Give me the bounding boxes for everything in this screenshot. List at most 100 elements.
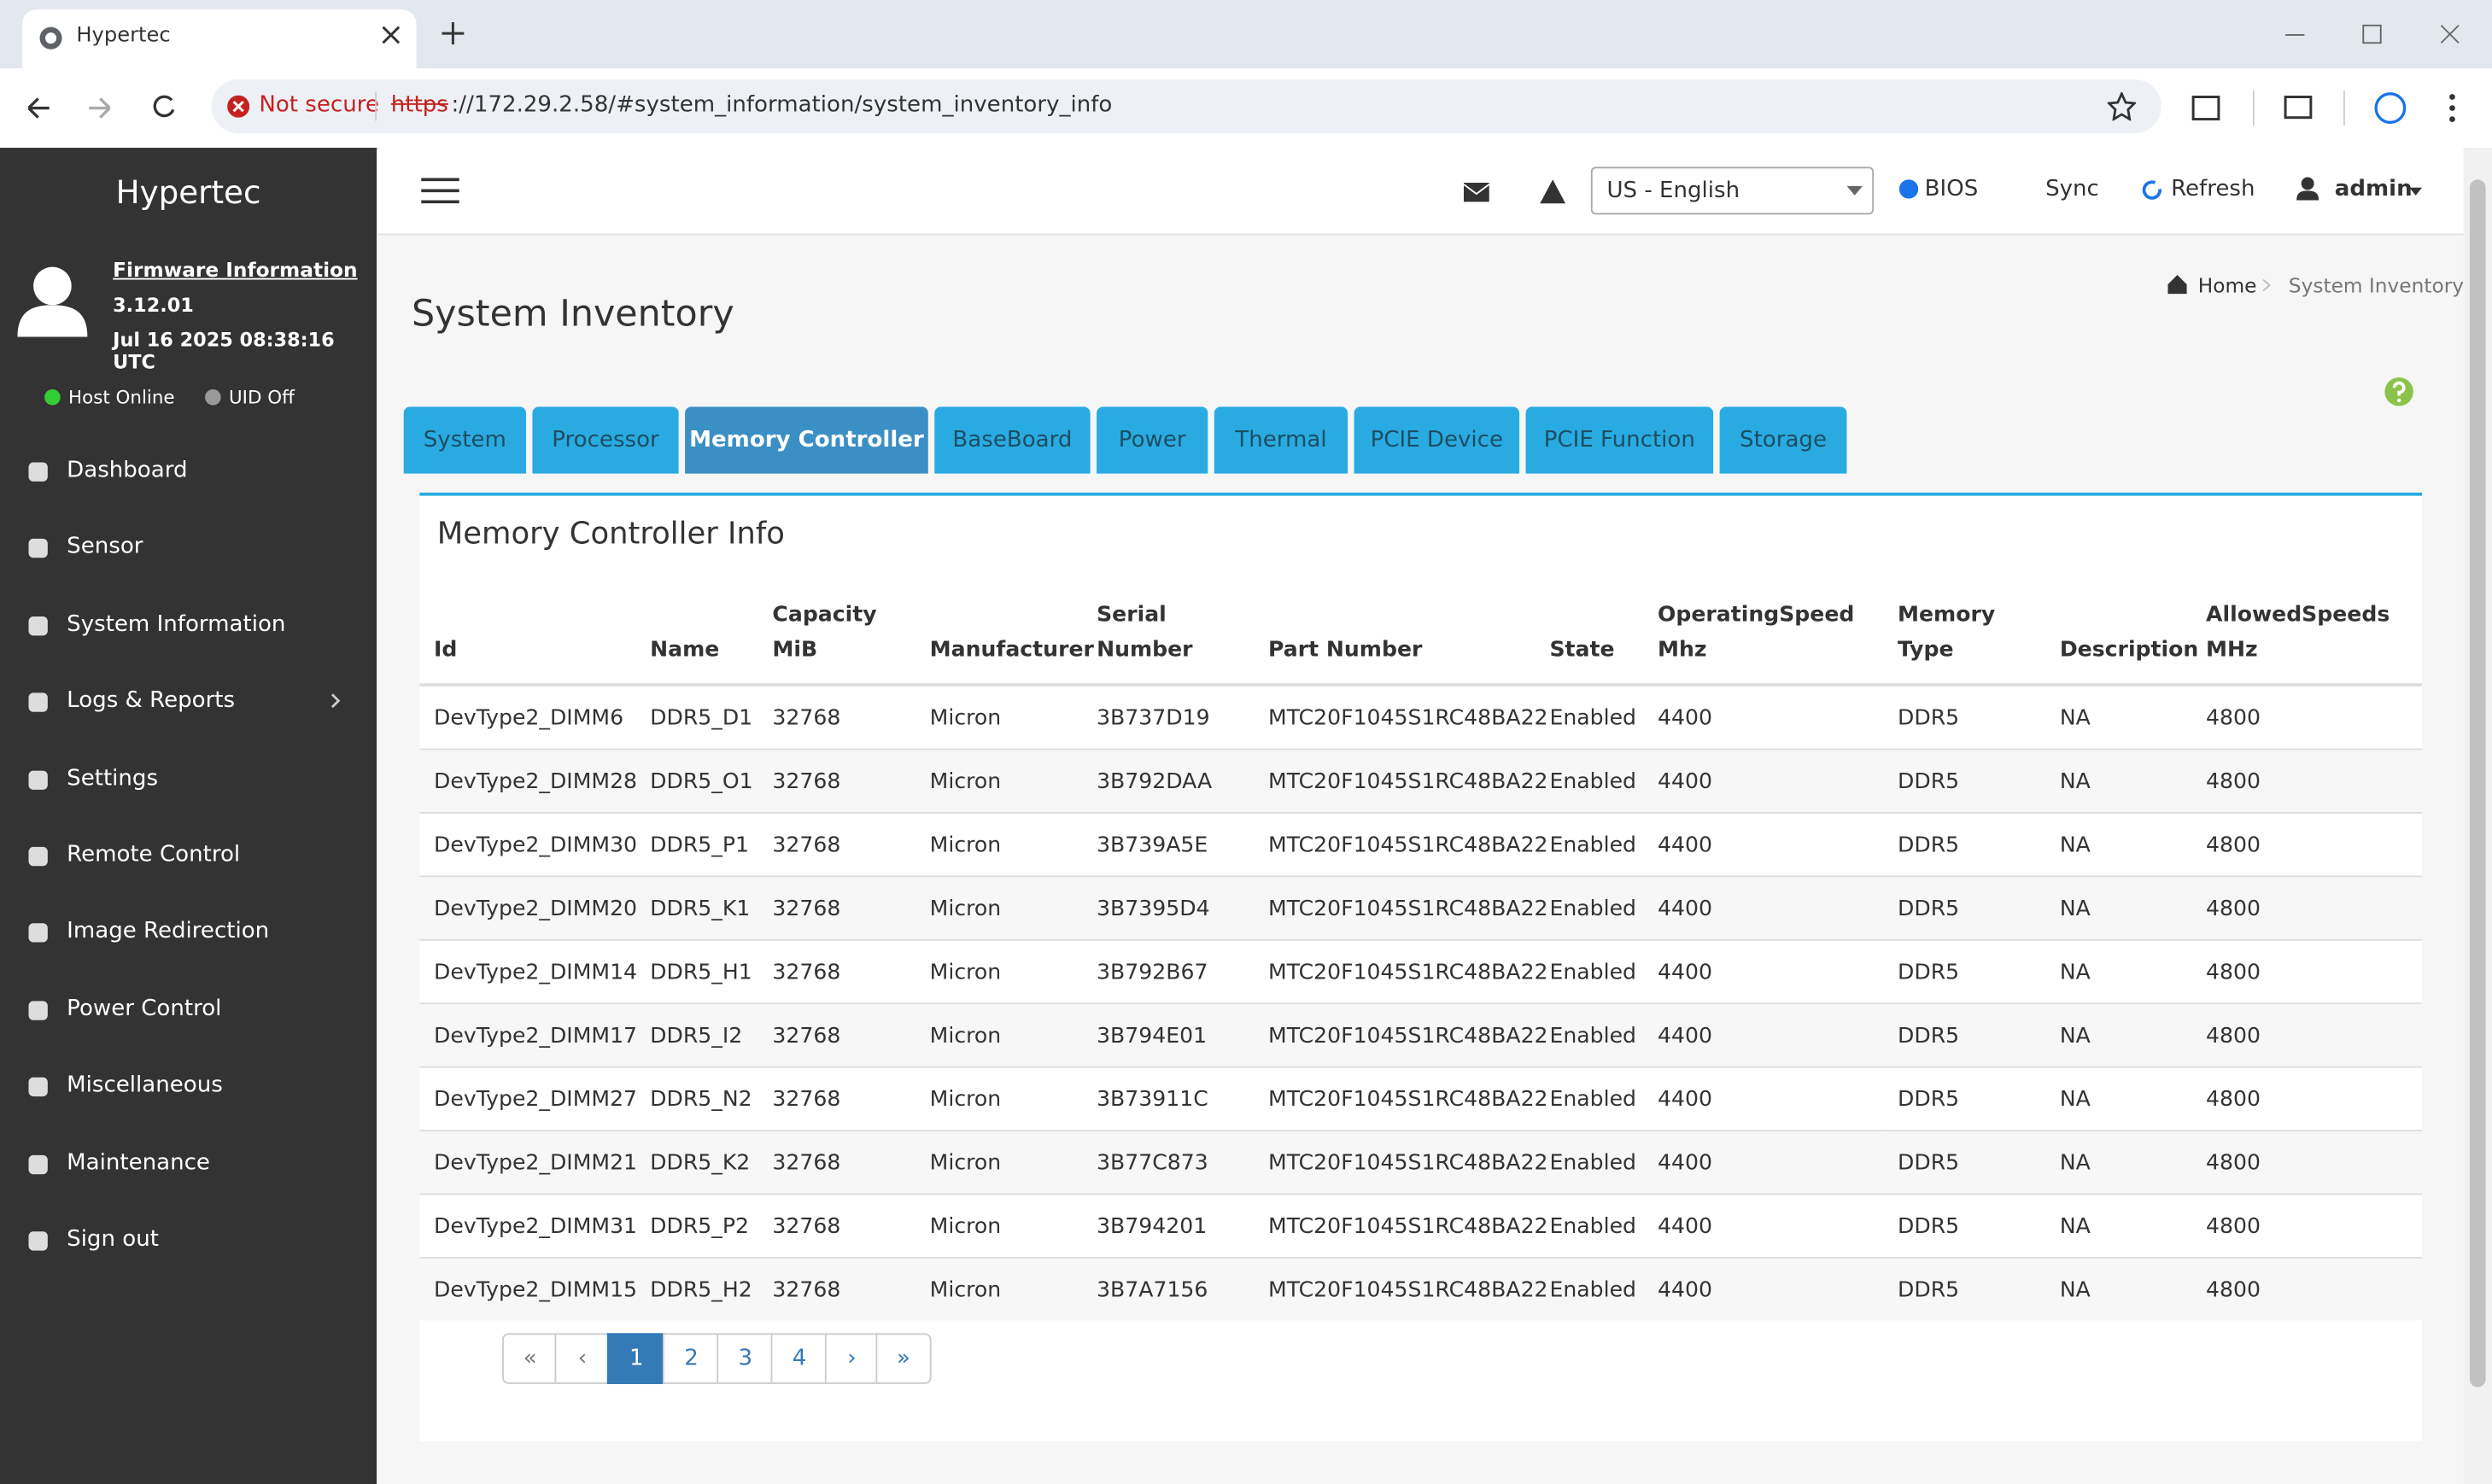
firmware-link[interactable]: Firmware Information — [113, 257, 357, 281]
table-cell: MTC20F1045S1RC48BA22 — [1254, 1131, 1535, 1194]
table-cell: DDR5_K2 — [635, 1131, 758, 1194]
language-select[interactable]: US - English — [1591, 167, 1874, 214]
tab[interactable]: PCIE Function — [1526, 406, 1714, 473]
menu-item[interactable]: System Information — [0, 587, 377, 663]
breadcrumb-home[interactable]: Home — [2198, 273, 2257, 297]
tab[interactable]: Processor — [532, 406, 678, 473]
table-cell: NA — [2045, 1131, 2191, 1194]
table-cell: 32768 — [758, 1131, 915, 1194]
table-cell: DevType2_DIMM14 — [419, 940, 635, 1003]
menu-item[interactable]: Settings — [0, 741, 377, 817]
language-value: US - English — [1606, 178, 1740, 203]
table-cell: 4400 — [1643, 813, 1883, 876]
uid-dot — [205, 389, 221, 406]
refresh-button[interactable]: Refresh — [2171, 177, 2255, 202]
table-cell: Enabled — [1536, 1003, 1644, 1066]
page-button[interactable]: › — [825, 1333, 879, 1384]
menu-icon — [27, 999, 50, 1021]
hamburger[interactable] — [421, 178, 459, 203]
table-cell: 4800 — [2191, 1195, 2422, 1258]
table-cell: Micron — [915, 1258, 1082, 1321]
menu-icon — [27, 1153, 50, 1175]
browser-tab[interactable]: Hypertec — [22, 9, 417, 68]
table-row: DevType2_DIMM31DDR5_P232768Micron3B79420… — [419, 1195, 2422, 1258]
menu-icon — [27, 538, 50, 560]
tab[interactable]: BaseBoard — [934, 406, 1090, 473]
menu-icon — [27, 845, 50, 868]
table-cell: 3B794E01 — [1082, 1003, 1254, 1066]
tab[interactable]: Storage — [1720, 406, 1847, 473]
sidebar: Hypertec Firmware Information 3.12.01 Ju… — [0, 148, 377, 1484]
menu-item[interactable]: Miscellaneous — [0, 1049, 377, 1125]
table-cell: MTC20F1045S1RC48BA22 — [1254, 685, 1535, 749]
menu-item[interactable]: Logs & Reports — [0, 664, 377, 740]
help-icon[interactable] — [2384, 377, 2413, 406]
menu-icon — [27, 922, 50, 944]
sync-button[interactable]: Sync — [2045, 177, 2099, 202]
table-cell: DDR5 — [1883, 1131, 2045, 1194]
page-button[interactable]: 2 — [663, 1333, 720, 1384]
column-header: State — [1536, 591, 1644, 685]
table-cell: Micron — [915, 813, 1082, 876]
submenu-chevron — [331, 693, 342, 710]
table-cell: Enabled — [1536, 1067, 1644, 1131]
table-cell: 4400 — [1643, 876, 1883, 939]
browser-actions[interactable] — [2190, 91, 2470, 126]
table-cell: 4800 — [2191, 876, 2422, 939]
table-row: DevType2_DIMM30DDR5_P132768Micron3B739A5… — [419, 813, 2422, 876]
table-cell: Micron — [915, 1131, 1082, 1194]
breadcrumb-separator — [2261, 278, 2271, 293]
page-button[interactable]: 4 — [771, 1333, 828, 1384]
menu-label: Maintenance — [67, 1150, 210, 1176]
menu-item[interactable]: Sensor — [0, 511, 377, 587]
window-controls[interactable] — [2282, 22, 2463, 48]
page-button[interactable]: 3 — [717, 1333, 774, 1384]
tab[interactable]: PCIE Device — [1354, 406, 1520, 473]
table-cell: DevType2_DIMM31 — [419, 1195, 635, 1258]
bookmark-star[interactable] — [2108, 92, 2136, 120]
table-cell: MTC20F1045S1RC48BA22 — [1254, 940, 1535, 1003]
bios-icon — [1899, 179, 1918, 198]
table-row: DevType2_DIMM6DDR5_D132768Micron3B737D19… — [419, 685, 2422, 749]
column-header: OperatingSpeed Mhz — [1643, 591, 1883, 685]
tab[interactable]: System — [404, 406, 526, 473]
menu-item[interactable]: Power Control — [0, 973, 377, 1049]
table-cell: DDR5 — [1883, 1067, 2045, 1131]
user-icon — [2296, 177, 2319, 201]
page-button[interactable]: ‹ — [554, 1333, 610, 1384]
table-cell: 32768 — [758, 940, 915, 1003]
table-cell: Micron — [915, 749, 1082, 812]
menu-item[interactable]: Dashboard — [0, 434, 377, 510]
favicon — [38, 26, 64, 51]
menu-item[interactable]: Sign out — [0, 1203, 377, 1279]
page-button[interactable]: « — [502, 1333, 558, 1384]
address-bar[interactable]: Not secure https ://172.29.2.58/#system_… — [212, 79, 2161, 133]
table-cell: 32768 — [758, 1195, 915, 1258]
menu-icon — [27, 768, 50, 791]
table-cell: 32768 — [758, 685, 915, 749]
menu-item[interactable]: Remote Control — [0, 818, 377, 894]
user-menu[interactable]: admin — [2335, 177, 2413, 202]
tab[interactable]: Thermal — [1214, 406, 1348, 473]
table-cell: MTC20F1045S1RC48BA22 — [1254, 876, 1535, 939]
tab-close[interactable] — [382, 26, 401, 44]
menu-label: Miscellaneous — [67, 1073, 223, 1099]
header-icons[interactable] — [1464, 179, 1575, 205]
menu-item[interactable]: Image Redirection — [0, 895, 377, 971]
nav-buttons[interactable] — [26, 94, 184, 122]
table-cell: DDR5 — [1883, 685, 2045, 749]
menu-item[interactable]: Maintenance — [0, 1126, 377, 1202]
new-tab[interactable] — [442, 22, 464, 44]
table-cell: Micron — [915, 940, 1082, 1003]
table-cell: 4800 — [2191, 1258, 2422, 1321]
tab[interactable]: Power — [1097, 406, 1208, 473]
table-cell: Micron — [915, 1195, 1082, 1258]
scroll-thumb[interactable] — [2470, 179, 2486, 1387]
table-cell: 3B739A5E — [1082, 813, 1254, 876]
table-cell: DDR5_O1 — [635, 749, 758, 812]
page-button[interactable]: 1 — [607, 1333, 666, 1384]
page-button[interactable]: » — [875, 1333, 931, 1384]
select-caret — [1846, 186, 1863, 196]
tab[interactable]: Memory Controller — [685, 406, 928, 473]
bios-button[interactable]: BIOS — [1925, 177, 1979, 202]
